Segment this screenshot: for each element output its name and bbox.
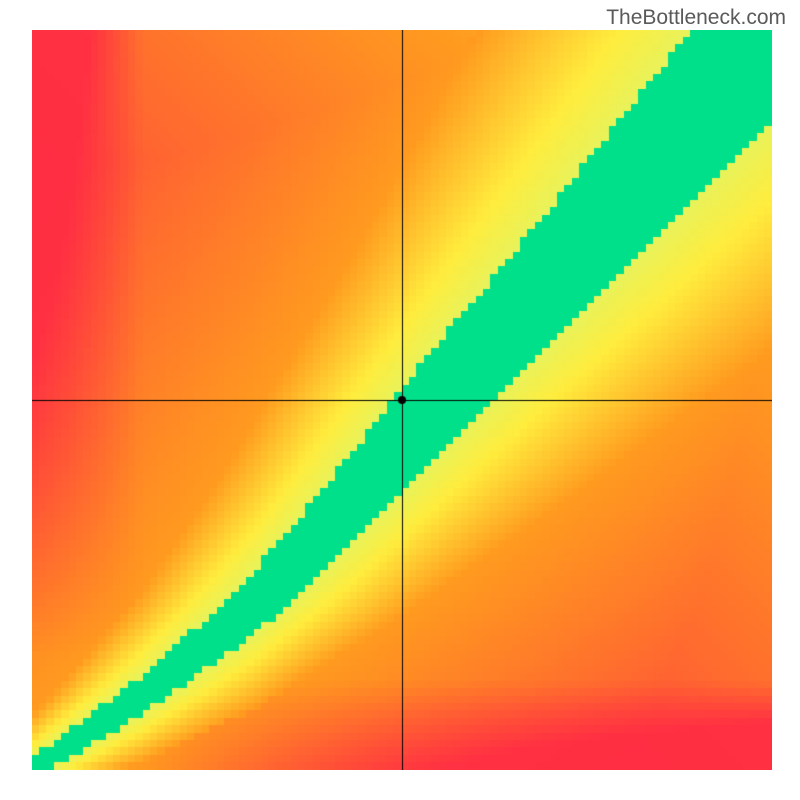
bottleneck-heatmap (32, 30, 772, 770)
chart-container: TheBottleneck.com (0, 0, 800, 800)
watermark-text: TheBottleneck.com (606, 6, 786, 30)
